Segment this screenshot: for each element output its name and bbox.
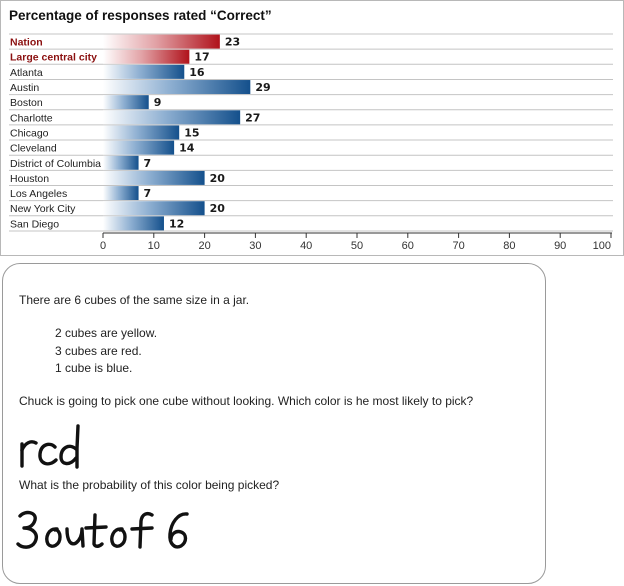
x-tick-label: 60 [402, 240, 414, 252]
question-card: There are 6 cubes of the same size in a … [2, 263, 546, 584]
x-tick-label: 90 [554, 240, 566, 252]
value-label: 16 [189, 66, 205, 79]
category-label: San Diego [10, 218, 59, 230]
bar [103, 186, 139, 201]
category-label: Houston [10, 173, 49, 185]
x-tick-label: 80 [503, 240, 515, 252]
x-tick-label: 50 [351, 240, 363, 252]
value-label: 9 [154, 96, 162, 109]
x-tick-label: 0 [100, 240, 106, 252]
question-1: Chuck is going to pick one cube without … [19, 394, 474, 408]
category-label: District of Columbia [10, 158, 101, 170]
bar [103, 110, 241, 125]
chart-panel: Percentage of responses rated “Correct” … [0, 0, 624, 256]
question-2: What is the probability of this color be… [19, 478, 280, 492]
bar [103, 64, 185, 79]
cube-line-blue: 1 cube is blue. [55, 361, 133, 375]
category-label: Cleveland [10, 143, 57, 155]
bar [103, 155, 139, 170]
category-label: Chicago [10, 127, 49, 139]
category-label: Atlanta [10, 67, 43, 79]
x-tick-label: 70 [452, 240, 464, 252]
value-label: 20 [210, 202, 226, 215]
bar [103, 125, 180, 140]
category-label: Large central city [10, 52, 97, 64]
value-label: 15 [184, 126, 199, 139]
x-tick-label: 40 [300, 240, 312, 252]
x-tick-label: 30 [249, 240, 261, 252]
x-tick-label: 100 [593, 240, 611, 252]
value-label: 17 [194, 51, 209, 64]
bar [103, 216, 164, 231]
category-label: Boston [10, 97, 43, 109]
value-label: 23 [225, 36, 240, 49]
bar [103, 140, 175, 155]
bar [103, 201, 205, 216]
value-label: 27 [245, 111, 260, 124]
value-label: 12 [169, 217, 184, 230]
value-label: 20 [210, 172, 226, 185]
x-tick-label: 20 [198, 240, 210, 252]
bar-chart: Percentage of responses rated “Correct” … [9, 8, 613, 252]
bar [103, 95, 149, 110]
bar [103, 34, 220, 49]
bar [103, 170, 205, 185]
question-intro: There are 6 cubes of the same size in a … [19, 293, 250, 307]
chart-title: Percentage of responses rated “Correct” [9, 8, 272, 23]
bar [103, 80, 251, 95]
category-label: Los Angeles [10, 188, 67, 200]
cube-line-red: 3 cubes are red. [55, 344, 142, 358]
category-label: Charlotte [10, 112, 53, 124]
bar [103, 49, 190, 64]
handwritten-answer-1 [20, 424, 80, 469]
cube-line-yellow: 2 cubes are yellow. [55, 326, 158, 340]
value-label: 29 [255, 81, 270, 94]
value-label: 7 [144, 157, 152, 170]
handwritten-answer-2 [16, 510, 189, 549]
category-label: Austin [10, 82, 39, 94]
x-tick-label: 10 [148, 240, 160, 252]
category-label: Nation [10, 37, 43, 49]
category-label: New York City [10, 203, 76, 215]
value-label: 14 [179, 142, 195, 155]
value-label: 7 [144, 187, 152, 200]
